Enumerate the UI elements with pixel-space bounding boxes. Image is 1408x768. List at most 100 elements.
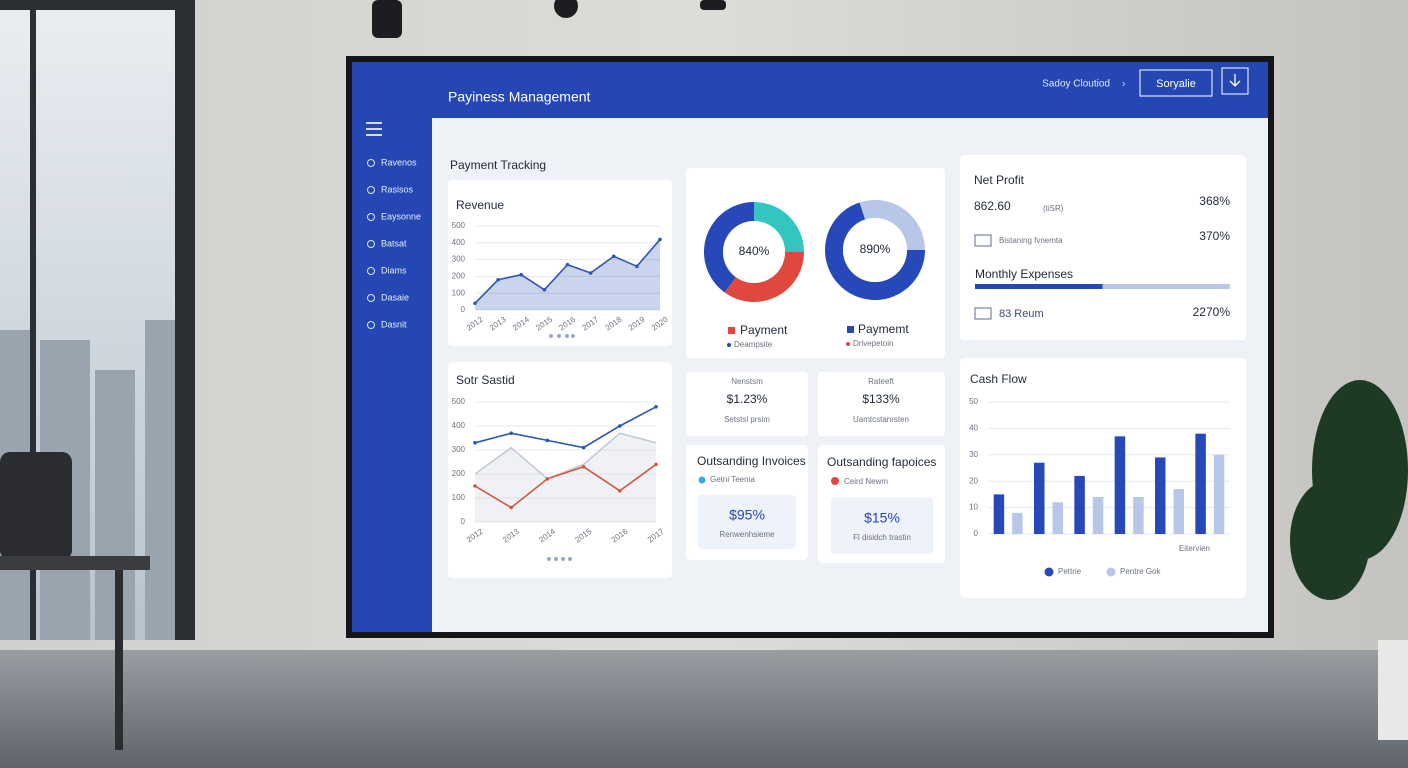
y-tick-label: 300 <box>452 255 466 264</box>
chair <box>0 452 150 750</box>
row-label: 83 Reum <box>999 308 1044 320</box>
legend-swatch <box>1106 567 1116 577</box>
donut-hole <box>843 218 907 282</box>
page-title: Payment Tracking <box>450 158 546 172</box>
donut-slice <box>825 202 925 301</box>
header-button-label[interactable]: Soryalie <box>1156 78 1196 90</box>
invoice-box <box>698 495 796 549</box>
point <box>473 301 477 306</box>
legend-label: Pettrie <box>1058 567 1082 576</box>
stat-title: Nenstsm <box>731 377 763 386</box>
sidebar-icon <box>367 321 375 329</box>
sidebar-icon <box>367 213 375 221</box>
row-value: 2270% <box>1193 305 1231 319</box>
sidebar-item[interactable]: Diams <box>381 265 407 275</box>
donut-center-label: 890% <box>860 242 891 256</box>
download-button[interactable] <box>1221 67 1249 95</box>
legend-sublabel: Deampsite <box>734 340 773 349</box>
stat-card <box>818 372 945 436</box>
y-tick-label: 500 <box>452 397 466 406</box>
stat-title: Rateeft <box>868 377 895 386</box>
download-icon <box>1229 74 1241 87</box>
sidebar-item[interactable]: Eaysonne <box>381 211 421 221</box>
point <box>519 272 524 277</box>
legend-swatch <box>847 326 854 333</box>
expenses-label: Monthly Expenses <box>975 267 1073 281</box>
pager-dots <box>547 334 575 561</box>
status-dot <box>698 476 706 484</box>
y-tick-label: 300 <box>452 445 466 454</box>
bar <box>1012 512 1023 534</box>
plant <box>1290 380 1408 740</box>
chart-title: Revenue <box>456 198 504 212</box>
y-tick-label: 400 <box>452 238 466 247</box>
invoice-value: $95% <box>729 507 765 523</box>
y-tick-label: 0 <box>461 517 466 526</box>
sidebar-item[interactable]: Dasaie <box>381 292 409 302</box>
bar <box>1114 436 1126 534</box>
bar <box>1034 462 1045 534</box>
legend-label: Payment <box>740 323 788 337</box>
bar <box>993 494 1005 534</box>
sidebar-icon <box>367 159 375 167</box>
invoice-status: Ceird Newm <box>844 477 888 486</box>
y-tick-label: 200 <box>452 272 466 281</box>
point <box>565 262 570 267</box>
point <box>588 271 593 275</box>
donut-slice <box>703 202 754 293</box>
sidebar-item[interactable]: Ravenos <box>381 157 417 167</box>
point <box>581 445 586 450</box>
progress-fill <box>975 284 1103 289</box>
bar <box>1133 497 1144 534</box>
sidebar-icon <box>367 267 375 275</box>
row-label: Bistaning fvnemta <box>999 236 1063 245</box>
legend-dot <box>727 343 731 347</box>
legend-label: Paymemt <box>858 322 909 336</box>
header-bar <box>352 62 1268 118</box>
y-tick-label: 0 <box>974 529 979 538</box>
sidebar <box>352 62 432 632</box>
bar <box>1213 454 1225 534</box>
bar <box>1074 475 1085 534</box>
y-tick-label: 20 <box>969 476 978 485</box>
donut-slice <box>724 252 804 302</box>
breadcrumb[interactable]: Sadoy Cloutiod <box>1042 79 1110 90</box>
line <box>474 406 657 449</box>
sidebar-icon <box>367 294 375 302</box>
donut-slice <box>859 200 925 250</box>
point <box>581 465 586 469</box>
chart-title: Cash Flow <box>970 372 1027 386</box>
y-tick-label: 30 <box>969 450 978 459</box>
invoice-title: Outsanding fapoices <box>827 455 936 469</box>
sidebar-item[interactable]: Rasisos <box>381 184 414 194</box>
donut-hole <box>723 221 785 283</box>
chevron: › <box>1122 79 1125 90</box>
status-dot <box>831 477 839 485</box>
invoice-status: Getni Teenia <box>710 475 755 484</box>
line <box>474 432 657 480</box>
floor <box>0 650 1408 768</box>
y-tick-label: 0 <box>461 305 466 314</box>
sotr-card <box>448 362 672 578</box>
point <box>618 489 622 493</box>
stat-caption: Setstsl prsim <box>724 415 770 424</box>
header-button[interactable] <box>1139 69 1213 97</box>
legend-sublabel: Drivepetoin <box>853 339 893 348</box>
revenue-card <box>448 180 672 346</box>
cash-flow-card <box>960 358 1246 598</box>
y-tick-label: 10 <box>969 503 978 512</box>
net-profit-currency: (tiSR) <box>1043 204 1064 213</box>
point <box>545 477 550 481</box>
invoice-box <box>831 497 933 554</box>
point <box>654 405 658 409</box>
bar <box>1155 457 1166 534</box>
legend-label: Pentre Gok <box>1120 567 1161 576</box>
legend-dot <box>846 342 850 346</box>
sidebar-item[interactable]: Dasnit <box>381 319 407 329</box>
chart-title: Sotr Sastid <box>456 373 515 387</box>
sidebar-item[interactable]: Batsat <box>381 238 407 248</box>
point <box>545 438 550 443</box>
menu-icon[interactable] <box>366 122 382 136</box>
